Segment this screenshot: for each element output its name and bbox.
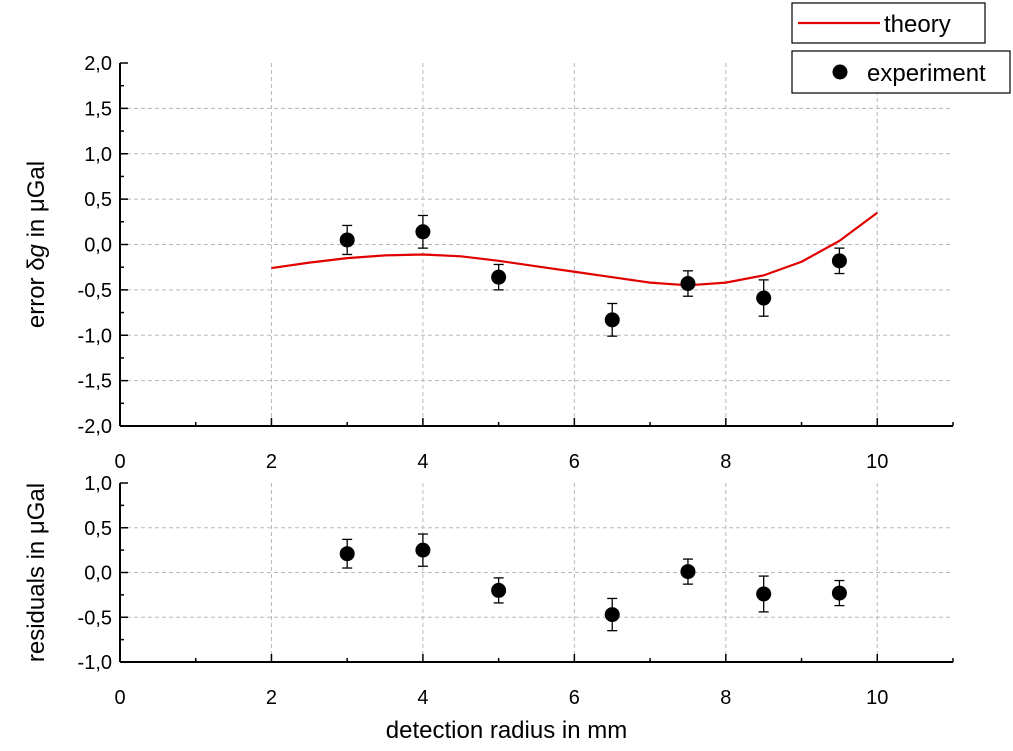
- bottom-data-point: [680, 564, 696, 580]
- top-y-axis-title-part: error δ: [23, 257, 50, 328]
- legend: theory experiment: [791, 2, 1011, 94]
- bottom-y-tick-label: -0,5: [78, 607, 112, 629]
- top-x-tick-label: 10: [866, 451, 888, 473]
- bottom-data-point: [831, 585, 847, 601]
- top-x-tick-label: 4: [417, 451, 428, 473]
- top-y-axis-title: error δg in μGal: [23, 161, 50, 328]
- top-data-point: [680, 276, 696, 292]
- top-theory-line: [271, 211, 878, 287]
- bottom-data-point: [339, 546, 355, 562]
- top-data-point: [339, 232, 355, 248]
- top-y-tick-label: 0,5: [84, 189, 112, 211]
- bottom-y-tick-label: 1,0: [84, 473, 112, 495]
- top-y-tick-label: 2,0: [84, 53, 112, 75]
- top-data-point: [415, 224, 431, 240]
- bottom-x-tick-label: 6: [569, 687, 580, 709]
- top-y-tick-label: 0,0: [84, 235, 112, 257]
- top-x-tick-label: 6: [569, 451, 580, 473]
- legend-box-experiment: [791, 50, 1011, 94]
- legend-experiment-marker: [832, 64, 848, 80]
- bottom-y-tick-label: 0,0: [84, 563, 112, 585]
- top-y-tick-label: -1,0: [78, 325, 112, 347]
- bottom-panel: 0 2 4 6 8 10 -1,0 -0,5 0,0 0,5 1,0 residuals in μGa…: [23, 473, 954, 744]
- top-y-tick-label: -1,5: [78, 371, 112, 393]
- top-y-tick-label: -0,5: [78, 280, 112, 302]
- top-data-point: [604, 312, 620, 328]
- bottom-x-tick-label: 10: [866, 687, 888, 709]
- top-x-tick-label: 0: [114, 451, 125, 473]
- legend-theory-label: theory: [884, 11, 951, 38]
- top-data-point: [491, 269, 507, 285]
- bottom-x-tick-label: 8: [720, 687, 731, 709]
- top-data-point: [756, 290, 772, 306]
- top-y-axis-title-part: in μGal: [23, 161, 50, 244]
- bottom-x-tick-label: 0: [114, 687, 125, 709]
- bottom-data-point: [415, 542, 431, 558]
- legend-experiment-label: experiment: [867, 60, 986, 87]
- top-y-tick-label: -2,0: [78, 416, 112, 438]
- bottom-y-axis-title: residuals in μGal: [23, 483, 50, 662]
- bottom-data-point: [756, 586, 772, 602]
- bottom-data-point: [491, 582, 507, 598]
- bottom-y-tick-label: -1,0: [78, 652, 112, 674]
- top-data-point: [831, 253, 847, 269]
- bottom-y-tick-label: 0,5: [84, 518, 112, 540]
- bottom-x-tick-label: 4: [417, 687, 428, 709]
- bottom-data-point: [604, 607, 620, 623]
- top-y-axis-title-part: g: [23, 243, 50, 257]
- top-x-tick-label: 2: [266, 451, 277, 473]
- top-panel: 0 2 4 6 8 10 -2,0 -1,5 -1,0 -0,5 0,0 0,5 1,0 1,5 2,0 er…: [23, 53, 954, 473]
- top-x-tick-label: 8: [720, 451, 731, 473]
- top-y-tick-label: 1,0: [84, 144, 112, 166]
- bottom-x-axis-title: detection radius in mm: [386, 717, 627, 744]
- top-y-tick-label: 1,5: [84, 98, 112, 120]
- bottom-x-tick-label: 2: [266, 687, 277, 709]
